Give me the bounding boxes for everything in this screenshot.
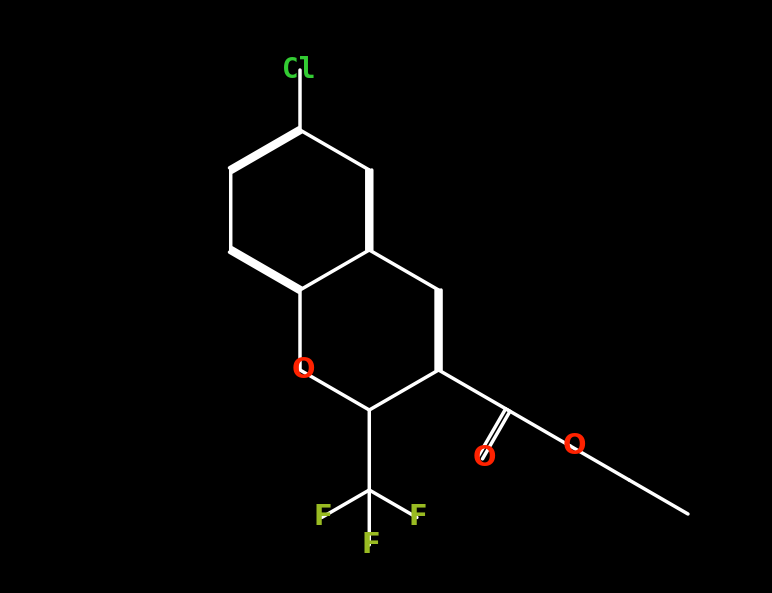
Text: Cl: Cl	[282, 56, 316, 84]
Text: O: O	[472, 444, 496, 471]
Text: F: F	[409, 503, 428, 531]
Text: O: O	[562, 432, 586, 460]
Text: O: O	[292, 356, 316, 384]
Text: F: F	[313, 503, 333, 531]
Text: F: F	[361, 531, 380, 559]
